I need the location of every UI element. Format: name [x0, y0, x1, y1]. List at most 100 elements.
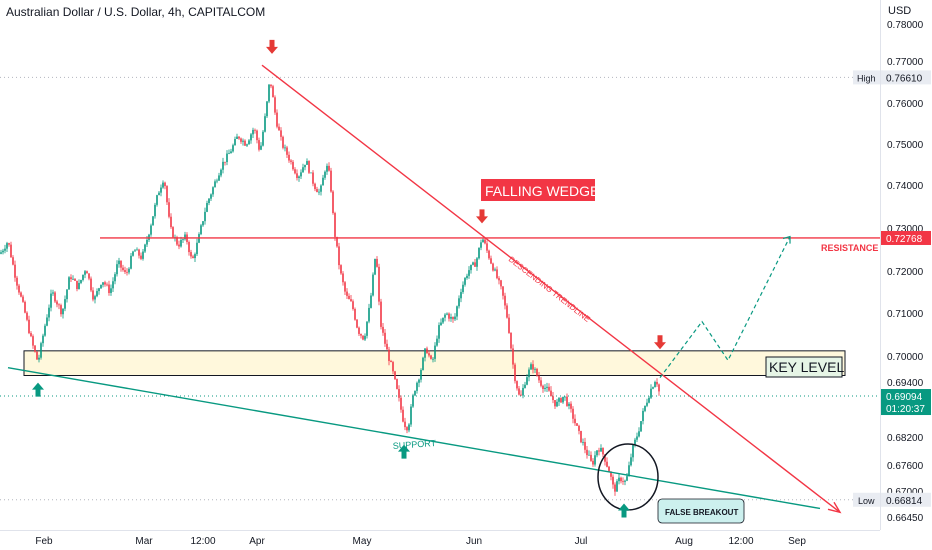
- candle-body: [170, 216, 172, 228]
- up-arrow-1: [32, 382, 44, 397]
- candle-body: [148, 234, 150, 240]
- candle-body: [564, 396, 566, 398]
- candle-body: [602, 447, 604, 455]
- candle-body: [72, 278, 74, 280]
- low-value: 0.66814: [886, 496, 923, 507]
- candle-body: [152, 216, 154, 226]
- candle-body: [544, 387, 546, 389]
- candle-body: [120, 260, 122, 268]
- high-value: 0.76610: [886, 73, 923, 84]
- candle-body: [404, 421, 406, 428]
- candle-body: [510, 332, 512, 349]
- candle-body: [264, 116, 266, 132]
- candle-body: [226, 153, 228, 163]
- candle-body: [216, 180, 218, 182]
- projection-arrowhead: [782, 235, 791, 244]
- candle-body: [346, 291, 348, 296]
- y-tick-2: 0.76000: [887, 99, 924, 110]
- candle-body: [580, 430, 582, 443]
- candle-body: [464, 278, 466, 285]
- candle-body: [482, 239, 484, 243]
- y-tick-7: 0.71000: [887, 309, 924, 320]
- candle-body: [318, 191, 320, 193]
- candle-body: [364, 335, 366, 340]
- candle-body: [238, 136, 240, 139]
- candle-body: [82, 274, 84, 280]
- candle-body: [114, 274, 116, 282]
- candle-body: [292, 161, 294, 170]
- candle-body: [222, 161, 224, 170]
- candle-body: [370, 295, 372, 308]
- candle-body: [172, 227, 174, 238]
- candle-body: [534, 368, 536, 370]
- candle-body: [232, 145, 234, 152]
- current-value-box: [881, 389, 931, 416]
- candle-body: [162, 182, 164, 188]
- x-tick-6: Jul: [575, 536, 588, 547]
- candle-body: [526, 377, 528, 385]
- candle-body: [144, 244, 146, 252]
- candle-body: [542, 385, 544, 389]
- candle-body: [76, 280, 78, 290]
- candle-body: [422, 357, 424, 370]
- candle-body: [556, 401, 558, 407]
- candle-body: [314, 183, 316, 190]
- candle-body: [368, 307, 370, 322]
- candle-body: [362, 335, 364, 340]
- candle-body: [142, 251, 144, 259]
- candle-body: [250, 134, 252, 141]
- candle-body: [304, 164, 306, 168]
- candle-body: [214, 181, 216, 188]
- candle-body: [78, 282, 80, 290]
- candle-body: [518, 388, 520, 395]
- candle-body: [150, 225, 152, 235]
- candle-body: [288, 154, 290, 161]
- candle-body: [310, 172, 312, 174]
- y-tick-10: 0.68200: [887, 433, 924, 444]
- candle-body: [262, 131, 264, 146]
- candle-body: [338, 246, 340, 266]
- candle-body: [188, 242, 190, 253]
- x-tick-2: 12:00: [190, 536, 215, 547]
- candle-body: [286, 147, 288, 155]
- candle-body: [626, 476, 628, 481]
- y-tick-6: 0.72000: [887, 267, 924, 278]
- candle-body: [450, 316, 452, 319]
- candle-body: [10, 244, 12, 258]
- candle-body: [496, 269, 498, 279]
- resistance-value-box: [881, 230, 931, 245]
- candle-body: [548, 386, 550, 391]
- candle-body: [590, 454, 592, 461]
- candle-body: [586, 449, 588, 456]
- candle-body: [606, 461, 608, 467]
- candle-body: [166, 186, 168, 203]
- candle-body: [384, 332, 386, 344]
- key-level-label: KEY LEVEL: [769, 359, 844, 375]
- candle-body: [252, 129, 254, 135]
- candle-body: [562, 396, 564, 403]
- candle-body: [284, 147, 286, 149]
- candle-body: [168, 202, 170, 217]
- candle-body: [568, 403, 570, 406]
- candle-body: [380, 301, 382, 327]
- candle-body: [52, 292, 54, 294]
- candle-body: [514, 364, 516, 382]
- candle-body: [588, 454, 590, 456]
- candle-body: [126, 271, 128, 273]
- candle-body: [420, 369, 422, 380]
- candle-body: [2, 250, 4, 253]
- candle-body: [138, 249, 140, 256]
- candle-body: [410, 406, 412, 425]
- candle-body: [386, 343, 388, 350]
- candle-body: [614, 484, 616, 492]
- x-tick-5: Jun: [466, 536, 482, 547]
- candle-body: [282, 136, 284, 148]
- candle-body: [572, 408, 574, 419]
- candle-body: [86, 271, 88, 274]
- candle-body: [68, 277, 70, 290]
- candle-body: [228, 153, 230, 155]
- candle-body: [374, 258, 376, 275]
- candle-body: [388, 349, 390, 361]
- candle-body: [528, 369, 530, 378]
